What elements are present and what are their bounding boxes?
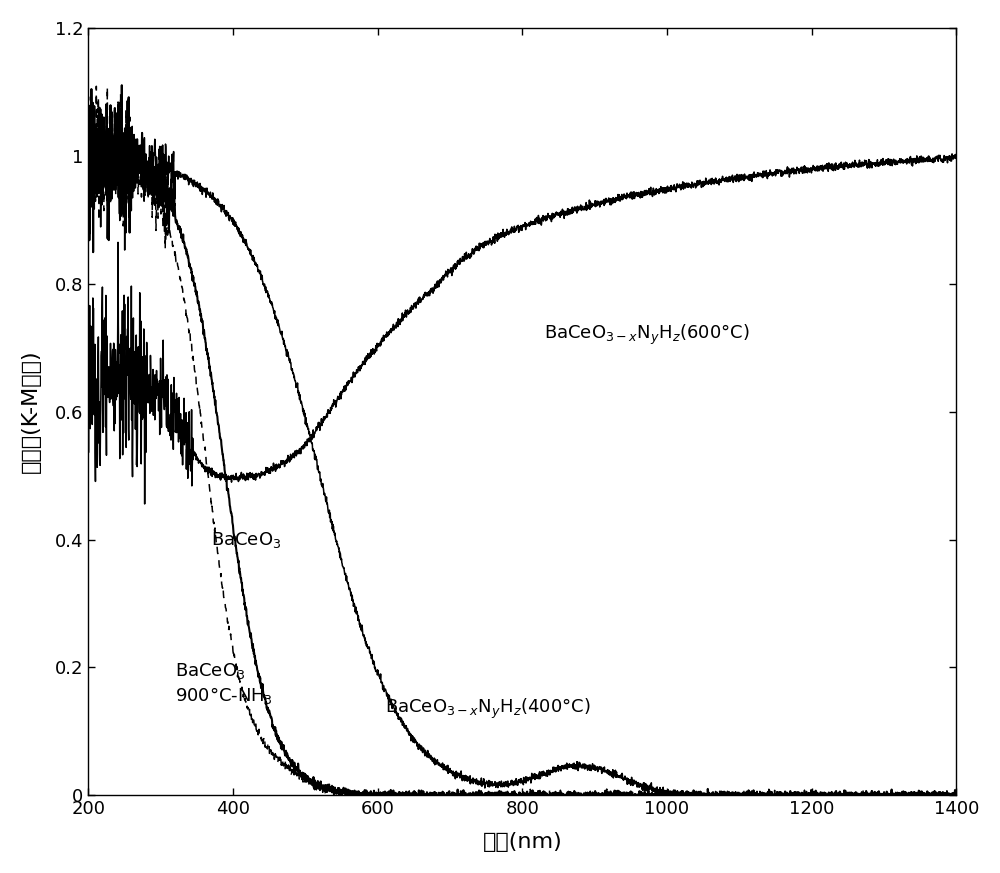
Text: BaCeO$_{3-x}$N$_y$H$_z$(400°C): BaCeO$_{3-x}$N$_y$H$_z$(400°C) [385, 697, 590, 721]
Y-axis label: 吸光度(K-M函数): 吸光度(K-M函数) [21, 350, 41, 473]
Text: BaCeO$_3$
900°C-NH$_3$: BaCeO$_3$ 900°C-NH$_3$ [175, 661, 273, 706]
Text: BaCeO$_{3-x}$N$_y$H$_z$(600°C): BaCeO$_{3-x}$N$_y$H$_z$(600°C) [544, 323, 750, 347]
Text: BaCeO$_3$: BaCeO$_3$ [211, 530, 282, 550]
X-axis label: 波数(nm): 波数(nm) [482, 832, 562, 852]
